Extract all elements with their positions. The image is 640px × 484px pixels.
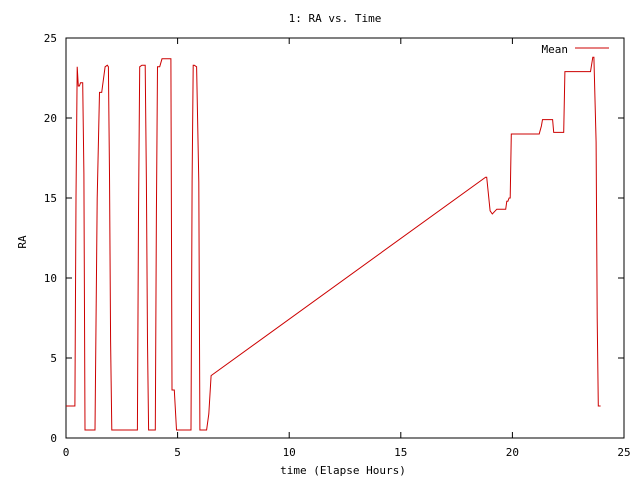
y-axis-ticks: 0 5 10 15 20 25 xyxy=(44,32,624,445)
legend-label: Mean xyxy=(542,43,569,56)
x-tick-label: 0 xyxy=(63,446,70,459)
y-axis-label: RA xyxy=(16,235,29,249)
y-tick-label: 5 xyxy=(50,352,57,365)
x-axis-ticks: 0 5 10 15 20 25 xyxy=(63,38,631,459)
x-tick-label: 25 xyxy=(617,446,630,459)
series-line-mean xyxy=(66,56,601,431)
legend: Mean xyxy=(542,43,609,56)
x-tick-label: 20 xyxy=(506,446,519,459)
y-tick-label: 15 xyxy=(44,192,57,205)
plot-frame xyxy=(65,37,625,439)
x-tick-label: 10 xyxy=(283,446,296,459)
series-layer xyxy=(66,56,601,431)
y-tick-label: 10 xyxy=(44,272,57,285)
y-tick-label: 20 xyxy=(44,112,57,125)
x-axis-label: time (Elapse Hours) xyxy=(280,464,406,477)
y-tick-label: 25 xyxy=(44,32,57,45)
chart-title: 1: RA vs. Time xyxy=(289,12,382,25)
x-tick-label: 5 xyxy=(174,446,181,459)
x-tick-label: 15 xyxy=(394,446,407,459)
y-tick-label: 0 xyxy=(50,432,57,445)
